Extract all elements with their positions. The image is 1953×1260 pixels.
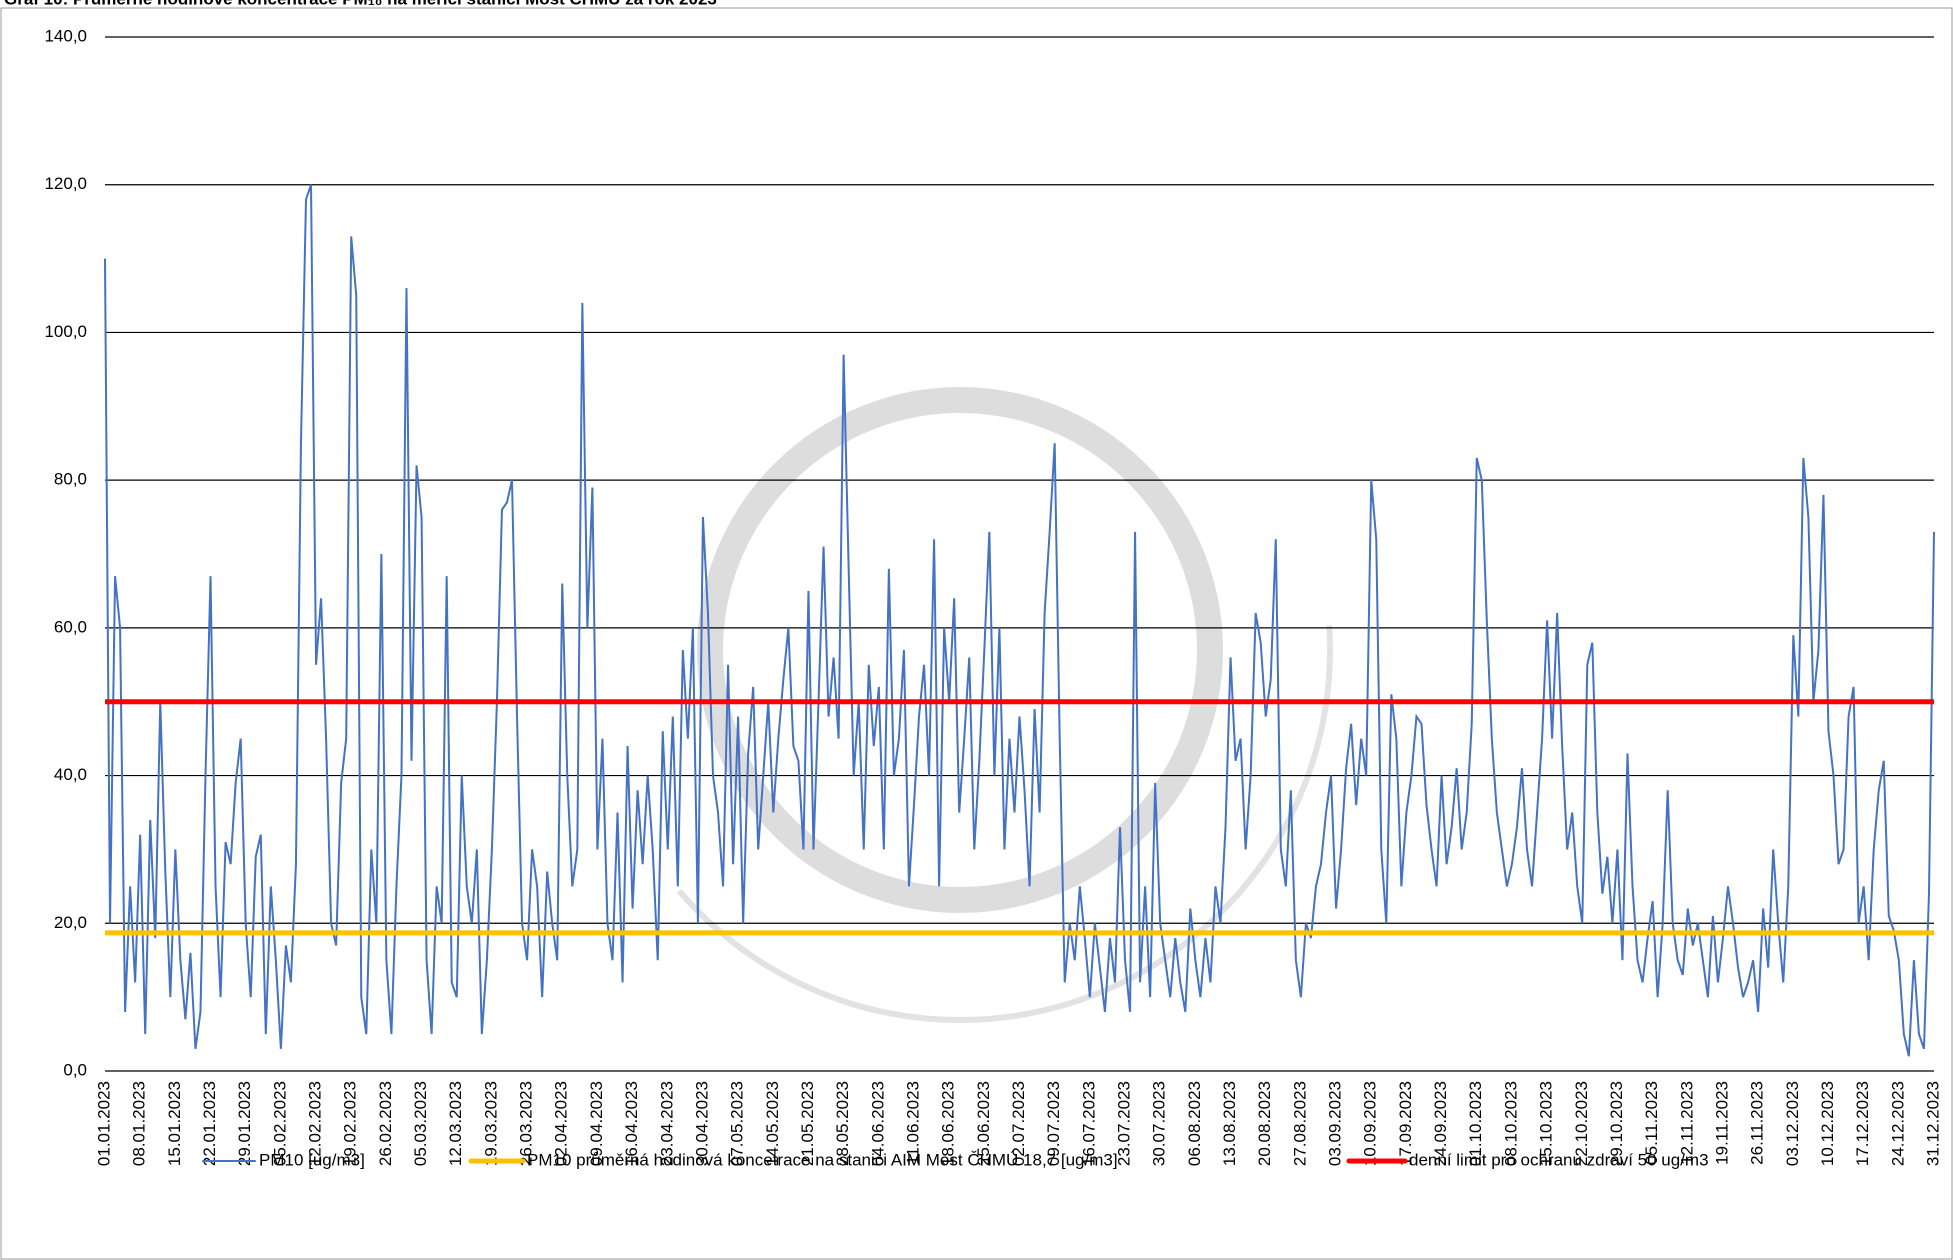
y-tick-label: 40,0 <box>54 765 87 784</box>
x-tick-label: 26.11.2023 <box>1748 1081 1767 1165</box>
x-tick-label: 18.06.2023 <box>939 1081 958 1166</box>
x-tick-label: 17.12.2023 <box>1853 1081 1872 1166</box>
y-tick-label: 0,0 <box>63 1060 87 1079</box>
x-tick-label: 16.07.2023 <box>1079 1081 1098 1166</box>
x-tick-label: 05.02.2023 <box>270 1081 289 1166</box>
x-tick-label: 10.09.2023 <box>1361 1081 1380 1166</box>
x-tick-label: 24.09.2023 <box>1431 1081 1450 1166</box>
x-tick-label: 09.04.2023 <box>587 1081 606 1166</box>
x-tick-label: 06.08.2023 <box>1185 1081 1204 1166</box>
x-tick-label: 07.05.2023 <box>728 1081 747 1166</box>
x-tick-label: 24.12.2023 <box>1888 1081 1907 1166</box>
x-tick-label: 04.06.2023 <box>868 1081 887 1166</box>
x-tick-label: 01.01.2023 <box>94 1081 113 1166</box>
legend-label: PM10 průměrná hodinová koncetrace na sta… <box>527 1150 1118 1169</box>
y-tick-label: 120,0 <box>44 174 87 193</box>
x-tick-label: 22.10.2023 <box>1572 1081 1591 1166</box>
x-tick-label: 27.08.2023 <box>1290 1081 1309 1166</box>
x-tick-label: 05.11.2023 <box>1642 1081 1661 1165</box>
x-tick-label: 15.10.2023 <box>1537 1081 1556 1166</box>
x-tick-label: 11.06.2023 <box>903 1081 922 1165</box>
x-tick-label: 14.05.2023 <box>763 1081 782 1166</box>
x-tick-label: 30.04.2023 <box>692 1081 711 1166</box>
y-tick-label: 20,0 <box>54 913 87 932</box>
chart-title: Graf 10: Průměrné hodinové koncentrace P… <box>4 0 717 8</box>
x-tick-label: 29.10.2023 <box>1607 1081 1626 1166</box>
x-tick-label: 08.10.2023 <box>1501 1081 1520 1166</box>
x-tick-label: 15.01.2023 <box>165 1081 184 1166</box>
x-tick-label: 13.08.2023 <box>1220 1081 1239 1166</box>
y-tick-label: 140,0 <box>44 26 87 45</box>
x-tick-label: 03.12.2023 <box>1783 1081 1802 1166</box>
x-tick-label: 26.02.2023 <box>376 1081 395 1166</box>
x-tick-label: 30.07.2023 <box>1150 1081 1169 1166</box>
x-tick-label: 09.07.2023 <box>1044 1081 1063 1166</box>
y-tick-label: 60,0 <box>54 617 87 636</box>
x-tick-label: 08.01.2023 <box>130 1081 149 1166</box>
chart-frame <box>0 7 1953 1260</box>
data-line <box>104 184 1935 1057</box>
x-tick-label: 16.04.2023 <box>622 1081 641 1166</box>
x-tick-label: 31.12.2023 <box>1923 1081 1942 1166</box>
y-tick-label: 100,0 <box>44 322 87 341</box>
x-tick-label: 23.07.2023 <box>1115 1081 1134 1166</box>
legend-label: denní limit pro ochranu zdraví 50 ug/m3 <box>1409 1150 1709 1169</box>
x-tick-label: 05.03.2023 <box>411 1081 430 1166</box>
x-tick-label: 19.03.2023 <box>481 1081 500 1166</box>
x-tick-label: 29.01.2023 <box>235 1081 254 1166</box>
x-tick-label: 10.12.2023 <box>1818 1081 1837 1166</box>
x-tick-label: 26.03.2023 <box>517 1081 536 1166</box>
x-tick-label: 03.09.2023 <box>1326 1081 1345 1166</box>
x-tick-label: 17.09.2023 <box>1396 1081 1415 1166</box>
x-tick-label: 25.06.2023 <box>974 1081 993 1166</box>
x-tick-label: 21.05.2023 <box>798 1081 817 1166</box>
x-tick-label: 20.08.2023 <box>1255 1081 1274 1166</box>
x-tick-label: 19.11.2023 <box>1712 1081 1731 1165</box>
x-tick-label: 12.11.2023 <box>1677 1081 1696 1165</box>
x-tick-label: 02.07.2023 <box>1009 1081 1028 1166</box>
x-tick-label: 19.02.2023 <box>341 1081 360 1166</box>
x-tick-label: 12.03.2023 <box>446 1081 465 1166</box>
x-tick-label: 23.04.2023 <box>657 1081 676 1166</box>
x-tick-label: 22.01.2023 <box>200 1081 219 1166</box>
x-tick-label: 01.10.2023 <box>1466 1081 1485 1166</box>
legend-label: PM10 [ug/m3] <box>259 1150 365 1169</box>
y-tick-label: 80,0 <box>54 470 87 489</box>
x-tick-label: 02.04.2023 <box>552 1081 571 1166</box>
x-tick-label: 12.02.2023 <box>306 1081 325 1166</box>
x-tick-label: 28.05.2023 <box>833 1081 852 1166</box>
